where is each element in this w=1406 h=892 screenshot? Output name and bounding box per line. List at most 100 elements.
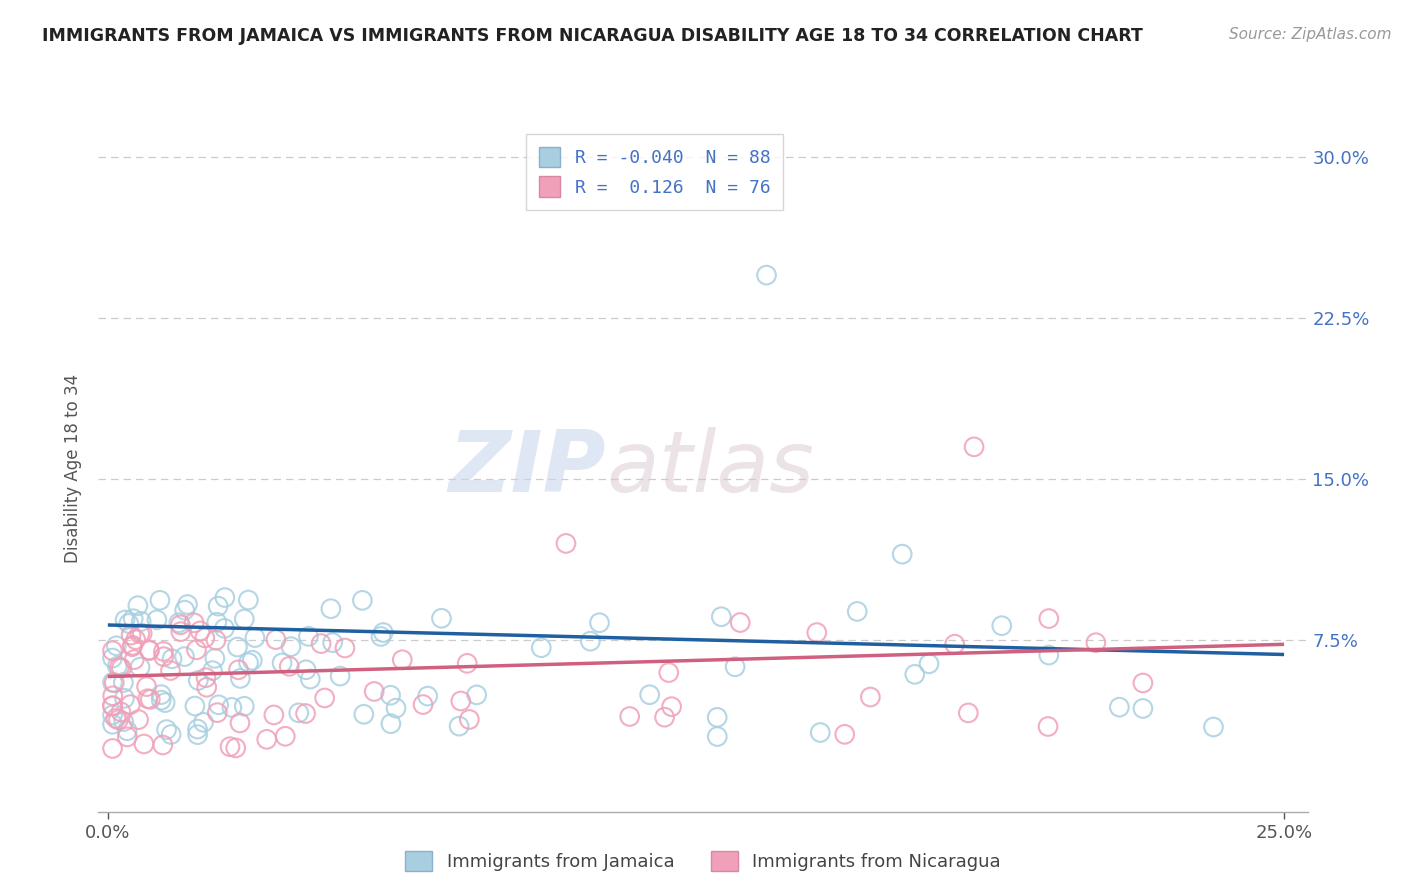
Point <box>530 640 553 655</box>
Point <box>755 268 778 282</box>
Point <box>1038 648 1060 662</box>
Point <box>193 715 215 730</box>
Point <box>891 547 914 561</box>
Point <box>121 638 143 652</box>
Point <box>370 630 392 644</box>
Point <box>114 613 136 627</box>
Point <box>183 615 205 630</box>
Point <box>846 604 869 618</box>
Point <box>205 633 228 648</box>
Point <box>229 715 252 730</box>
Point <box>957 706 980 720</box>
Point <box>214 591 236 605</box>
Point <box>121 640 143 654</box>
Point <box>238 593 260 607</box>
Point <box>221 700 243 714</box>
Point <box>160 652 183 666</box>
Point <box>309 637 332 651</box>
Point <box>228 663 250 677</box>
Point <box>233 699 256 714</box>
Point <box>207 599 229 614</box>
Point <box>706 730 728 744</box>
Point <box>904 667 927 681</box>
Point <box>150 688 173 702</box>
Point <box>120 698 142 712</box>
Point <box>225 740 247 755</box>
Point <box>101 689 124 703</box>
Point <box>152 738 174 752</box>
Point <box>188 624 211 638</box>
Point <box>155 723 177 737</box>
Point <box>1038 611 1060 625</box>
Point <box>112 714 135 729</box>
Point <box>201 664 224 678</box>
Point <box>167 615 190 630</box>
Point <box>859 690 882 704</box>
Point <box>579 634 602 648</box>
Point <box>353 707 375 722</box>
Text: atlas: atlas <box>606 426 814 510</box>
Point <box>412 698 434 712</box>
Point <box>128 626 150 640</box>
Point <box>240 653 263 667</box>
Point <box>129 660 152 674</box>
Point <box>963 440 986 454</box>
Point <box>1132 701 1154 715</box>
Point <box>450 694 472 708</box>
Point <box>271 656 294 670</box>
Point <box>125 632 148 647</box>
Point <box>1202 720 1225 734</box>
Point <box>706 710 728 724</box>
Point <box>114 691 136 706</box>
Point <box>990 618 1012 632</box>
Point <box>416 689 439 703</box>
Point <box>146 613 169 627</box>
Point <box>458 713 481 727</box>
Point <box>115 723 138 738</box>
Point <box>380 716 402 731</box>
Point <box>295 663 318 677</box>
Point <box>127 599 149 613</box>
Point <box>294 706 316 721</box>
Point <box>150 693 173 707</box>
Y-axis label: Disability Age 18 to 34: Disability Age 18 to 34 <box>65 374 83 563</box>
Point <box>661 699 683 714</box>
Point <box>110 661 132 675</box>
Point <box>238 656 260 670</box>
Point <box>169 618 191 632</box>
Point <box>101 708 124 723</box>
Point <box>1036 719 1059 733</box>
Point <box>710 609 733 624</box>
Point <box>918 657 941 671</box>
Point <box>322 635 344 649</box>
Point <box>724 660 747 674</box>
Point <box>136 691 159 706</box>
Point <box>129 615 152 629</box>
Point <box>808 725 831 739</box>
Point <box>101 698 124 713</box>
Point <box>391 653 413 667</box>
Point <box>108 660 131 674</box>
Point <box>173 649 195 664</box>
Point <box>160 727 183 741</box>
Point <box>333 640 356 655</box>
Point <box>159 664 181 678</box>
Point <box>101 741 124 756</box>
Point <box>184 699 207 714</box>
Point <box>363 684 385 698</box>
Point <box>104 711 127 725</box>
Point <box>132 737 155 751</box>
Point <box>101 675 124 690</box>
Point <box>110 705 132 719</box>
Point <box>229 672 252 686</box>
Point <box>187 673 209 688</box>
Point <box>122 612 145 626</box>
Point <box>297 629 319 643</box>
Point <box>204 651 226 665</box>
Point <box>280 640 302 654</box>
Point <box>118 616 141 631</box>
Point <box>139 692 162 706</box>
Point <box>207 706 229 720</box>
Point <box>456 657 478 671</box>
Point <box>263 708 285 723</box>
